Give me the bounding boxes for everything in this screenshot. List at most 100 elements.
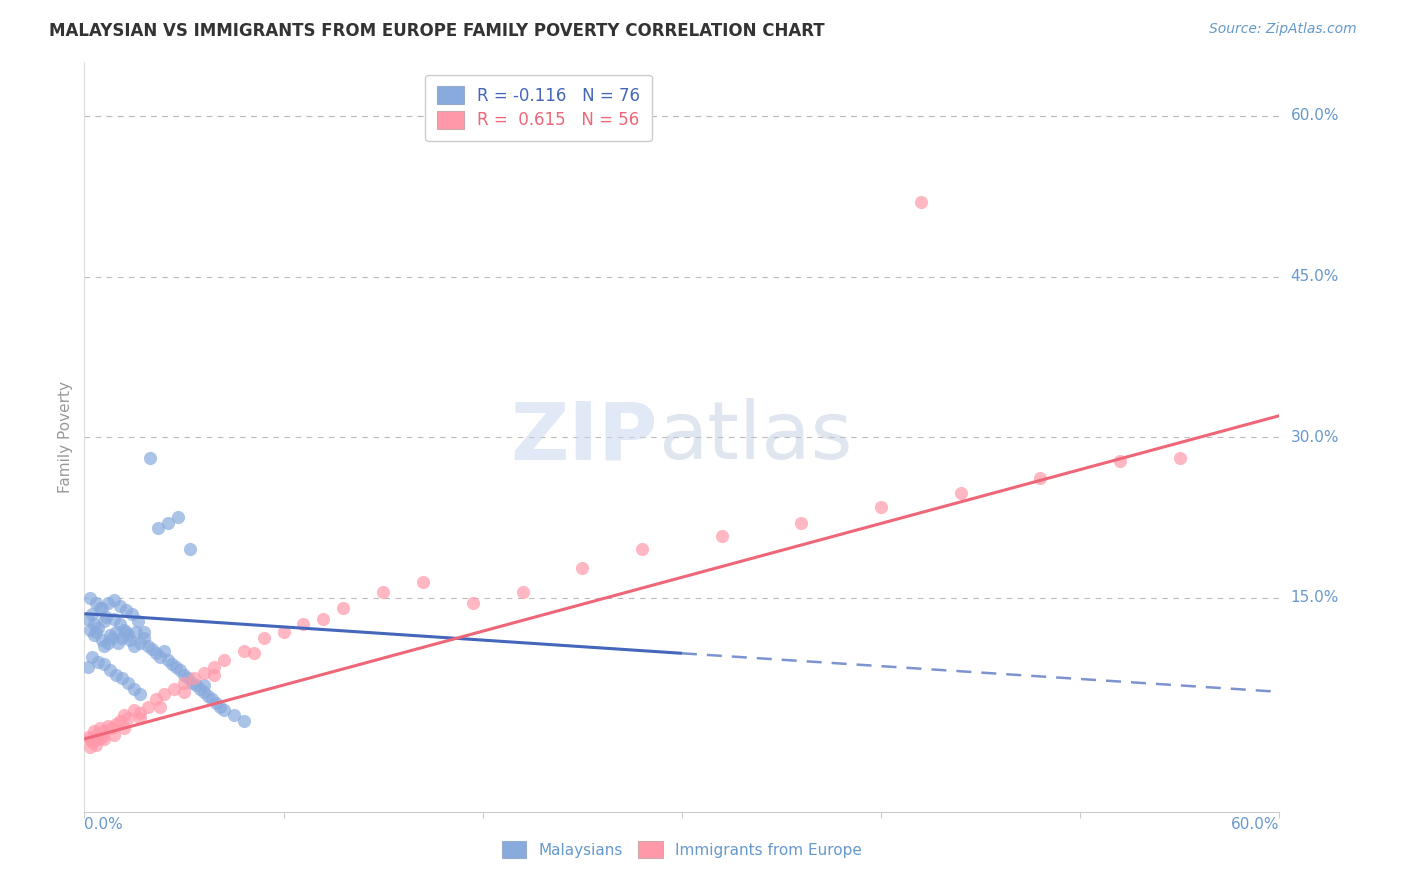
Point	[153, 644, 176, 658]
Point	[93, 614, 115, 628]
Point	[79, 740, 101, 755]
Legend: Malaysians, Immigrants from Europe: Malaysians, Immigrants from Europe	[496, 835, 868, 864]
Point	[79, 731, 101, 746]
Point	[177, 671, 200, 685]
Point	[232, 714, 254, 728]
Point	[202, 660, 225, 674]
Point	[105, 624, 128, 639]
Point	[77, 612, 100, 626]
Point	[117, 676, 139, 690]
Point	[117, 710, 139, 724]
Point	[112, 708, 135, 723]
Point	[98, 664, 121, 678]
Point	[232, 644, 254, 658]
Point	[129, 687, 152, 701]
Point	[115, 624, 138, 639]
Point	[183, 671, 205, 685]
Point	[112, 721, 135, 735]
Point	[110, 714, 132, 728]
Point	[129, 706, 152, 721]
Point	[139, 451, 162, 466]
Point	[173, 667, 195, 681]
Point	[149, 699, 172, 714]
Point	[179, 542, 201, 557]
Point	[312, 612, 335, 626]
Point	[77, 660, 100, 674]
Point	[197, 689, 219, 703]
Point	[107, 635, 129, 649]
Text: 30.0%: 30.0%	[1291, 430, 1339, 444]
Point	[193, 685, 215, 699]
Point	[173, 685, 195, 699]
Point	[91, 730, 114, 744]
Point	[167, 510, 190, 524]
Text: 60.0%: 60.0%	[1232, 817, 1279, 832]
Point	[129, 635, 152, 649]
Text: 0.0%: 0.0%	[84, 817, 124, 832]
Point	[82, 649, 104, 664]
Point	[82, 735, 104, 749]
Text: atlas: atlas	[658, 398, 852, 476]
Text: 45.0%: 45.0%	[1291, 269, 1339, 284]
Point	[1109, 453, 1132, 467]
Point	[193, 678, 215, 692]
Point	[121, 607, 143, 621]
Point	[205, 696, 228, 710]
Point	[120, 633, 142, 648]
Point	[157, 516, 180, 530]
Point	[87, 655, 110, 669]
Point	[512, 585, 534, 599]
Point	[141, 642, 163, 657]
Point	[160, 657, 183, 671]
Point	[111, 671, 134, 685]
Point	[105, 717, 128, 731]
Point	[910, 194, 932, 209]
Point	[93, 731, 115, 746]
Point	[91, 633, 114, 648]
Point	[149, 649, 172, 664]
Point	[86, 728, 108, 742]
Point	[208, 699, 231, 714]
Point	[202, 667, 225, 681]
Point	[125, 624, 148, 639]
Point	[145, 692, 167, 706]
Point	[110, 599, 132, 614]
Point	[83, 628, 105, 642]
Point	[188, 681, 211, 696]
Point	[222, 708, 245, 723]
Point	[86, 624, 108, 639]
Point	[145, 646, 167, 660]
Point	[169, 664, 191, 678]
Point	[136, 639, 159, 653]
Point	[105, 667, 128, 681]
Point	[253, 632, 276, 646]
Point	[193, 665, 215, 680]
Point	[173, 676, 195, 690]
Point	[292, 617, 315, 632]
Point	[122, 639, 145, 653]
Point	[242, 646, 264, 660]
Point	[97, 719, 120, 733]
Point	[132, 624, 156, 639]
Point	[93, 724, 115, 739]
Point	[461, 596, 484, 610]
Point	[163, 681, 186, 696]
Point	[710, 528, 733, 542]
Point	[112, 623, 135, 637]
Point	[332, 601, 354, 615]
Point	[157, 653, 180, 667]
Point	[122, 703, 145, 717]
Point	[86, 596, 108, 610]
Point	[117, 628, 139, 642]
Point	[373, 585, 395, 599]
Point	[212, 703, 235, 717]
Point	[181, 676, 204, 690]
Y-axis label: Family Poverty: Family Poverty	[58, 381, 73, 493]
Text: 15.0%: 15.0%	[1291, 591, 1339, 605]
Point	[101, 632, 124, 646]
Point	[101, 721, 124, 735]
Point	[86, 739, 108, 753]
Point	[83, 617, 105, 632]
Point	[212, 653, 235, 667]
Point	[93, 657, 115, 671]
